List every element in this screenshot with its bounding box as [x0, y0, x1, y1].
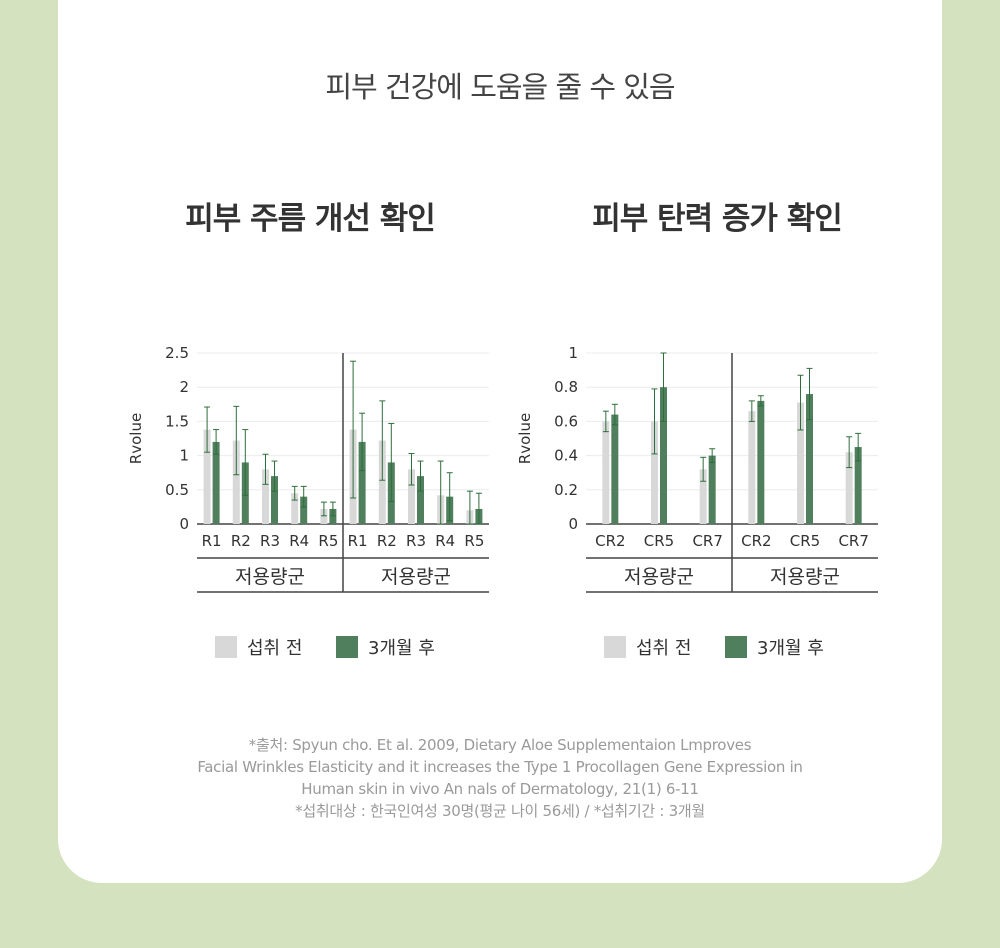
y-tick-label: 0 — [568, 515, 578, 533]
legend-item-after: 3개월 후 — [336, 634, 435, 660]
bar-after — [708, 455, 716, 524]
bar-after — [854, 447, 862, 524]
legend-swatch-after — [725, 636, 747, 658]
x-tick-label: R3 — [260, 532, 280, 550]
wrinkle-chart-title: 피부 주름 개선 확인 — [185, 201, 436, 237]
legend-swatch-after — [336, 636, 358, 658]
bar-before — [320, 508, 328, 524]
x-tick-label: R2 — [231, 532, 251, 550]
bar-before — [602, 421, 610, 524]
x-tick-label: CR7 — [838, 532, 868, 550]
bar-before — [797, 402, 804, 524]
y-tick-label: 1 — [179, 447, 189, 465]
bar-before — [845, 452, 853, 524]
bar-before — [651, 421, 658, 524]
elasticity-chart: 0 0.2 0.4 0.6 0.8 1 Rvolue 저용량군 저용량군 CR2 CR5 CR7 CR2… — [516, 344, 878, 593]
page-headline: 피부 건강에 도움을 줄 수 있음 — [325, 70, 675, 104]
y-tick-label: 0.2 — [554, 481, 578, 499]
x-tick-label: R1 — [348, 532, 368, 550]
bar-after — [417, 476, 424, 524]
x-tick-label: CR2 — [595, 532, 625, 550]
legend-swatch-before — [215, 636, 237, 658]
bar-after — [611, 414, 619, 524]
bar-after — [757, 400, 765, 524]
y-tick-label: 2.5 — [165, 344, 189, 362]
bar-after — [660, 387, 667, 524]
bar-before — [748, 411, 756, 524]
bar-before — [408, 469, 415, 524]
group-label: 저용량군 — [235, 566, 305, 588]
x-tick-label: CR2 — [741, 532, 771, 550]
x-tick-label: R1 — [202, 532, 222, 550]
bar-after — [806, 394, 813, 524]
bar-before — [699, 469, 707, 524]
legend-label-before: 섭취 전 — [247, 638, 303, 659]
legend-item-before: 섭취 전 — [604, 634, 691, 660]
legend-item-after: 3개월 후 — [725, 634, 824, 660]
legend-label-after: 3개월 후 — [757, 638, 824, 659]
x-tick-label: R2 — [377, 532, 397, 550]
y-tick-label: 0.5 — [165, 481, 189, 499]
x-tick-label: R4 — [435, 532, 455, 550]
x-tick-label: R4 — [289, 532, 309, 550]
y-axis-label: Rvolue — [127, 413, 145, 464]
footnote-subjects-line: *섭취대상 : 한국인여성 30명(평균 나이 56세) / *섭취기간 : 3… — [295, 802, 705, 820]
x-tick-label: CR5 — [644, 532, 674, 550]
footnote-source-line-2: Facial Wrinkles Elasticity and it increa… — [197, 758, 803, 776]
bar-after — [300, 496, 308, 524]
wrinkle-chart: 0 0.5 1 1.5 2 2.5 Rvolue 저용량군 저용량군 R1 R2 R3 R4 R5 R1 R2… — [127, 344, 489, 593]
bar-after — [271, 476, 278, 524]
legend-swatch-before — [604, 636, 626, 658]
legend-label-after: 3개월 후 — [368, 638, 435, 659]
bar-before — [291, 493, 299, 524]
bar-before — [378, 440, 386, 524]
x-tick-label: R3 — [406, 532, 426, 550]
y-tick-label: 2 — [179, 378, 189, 396]
legend-label-before: 섭취 전 — [636, 638, 692, 659]
group-label: 저용량군 — [770, 566, 840, 588]
y-tick-label: 0.6 — [554, 412, 578, 430]
bar-after — [329, 508, 337, 524]
x-tick-label: CR7 — [692, 532, 722, 550]
legend-item-before: 섭취 전 — [215, 634, 302, 660]
bar-before — [203, 429, 211, 524]
y-axis-label: Rvolue — [516, 413, 534, 464]
y-tick-label: 0.4 — [554, 447, 578, 465]
x-tick-label: R5 — [318, 532, 338, 550]
x-tick-label: R5 — [464, 532, 484, 550]
x-tick-label: CR5 — [790, 532, 820, 550]
bar-before — [262, 469, 269, 524]
y-tick-label: 0.8 — [554, 378, 578, 396]
bar-after — [358, 441, 366, 524]
y-tick-label: 0 — [179, 515, 189, 533]
bar-before — [232, 440, 240, 524]
y-tick-label: 1 — [568, 344, 578, 362]
bar-after — [212, 441, 220, 524]
group-label: 저용량군 — [624, 566, 694, 588]
y-tick-label: 1.5 — [165, 412, 189, 430]
footnote-source-line-1: *출처: Spyun cho. Et al. 2009, Dietary Alo… — [248, 736, 752, 754]
elasticity-chart-title: 피부 탄력 증가 확인 — [592, 201, 843, 237]
footnote-source-line-3: Human skin in vivo An nals of Dermatolog… — [301, 780, 699, 798]
group-label: 저용량군 — [381, 566, 451, 588]
